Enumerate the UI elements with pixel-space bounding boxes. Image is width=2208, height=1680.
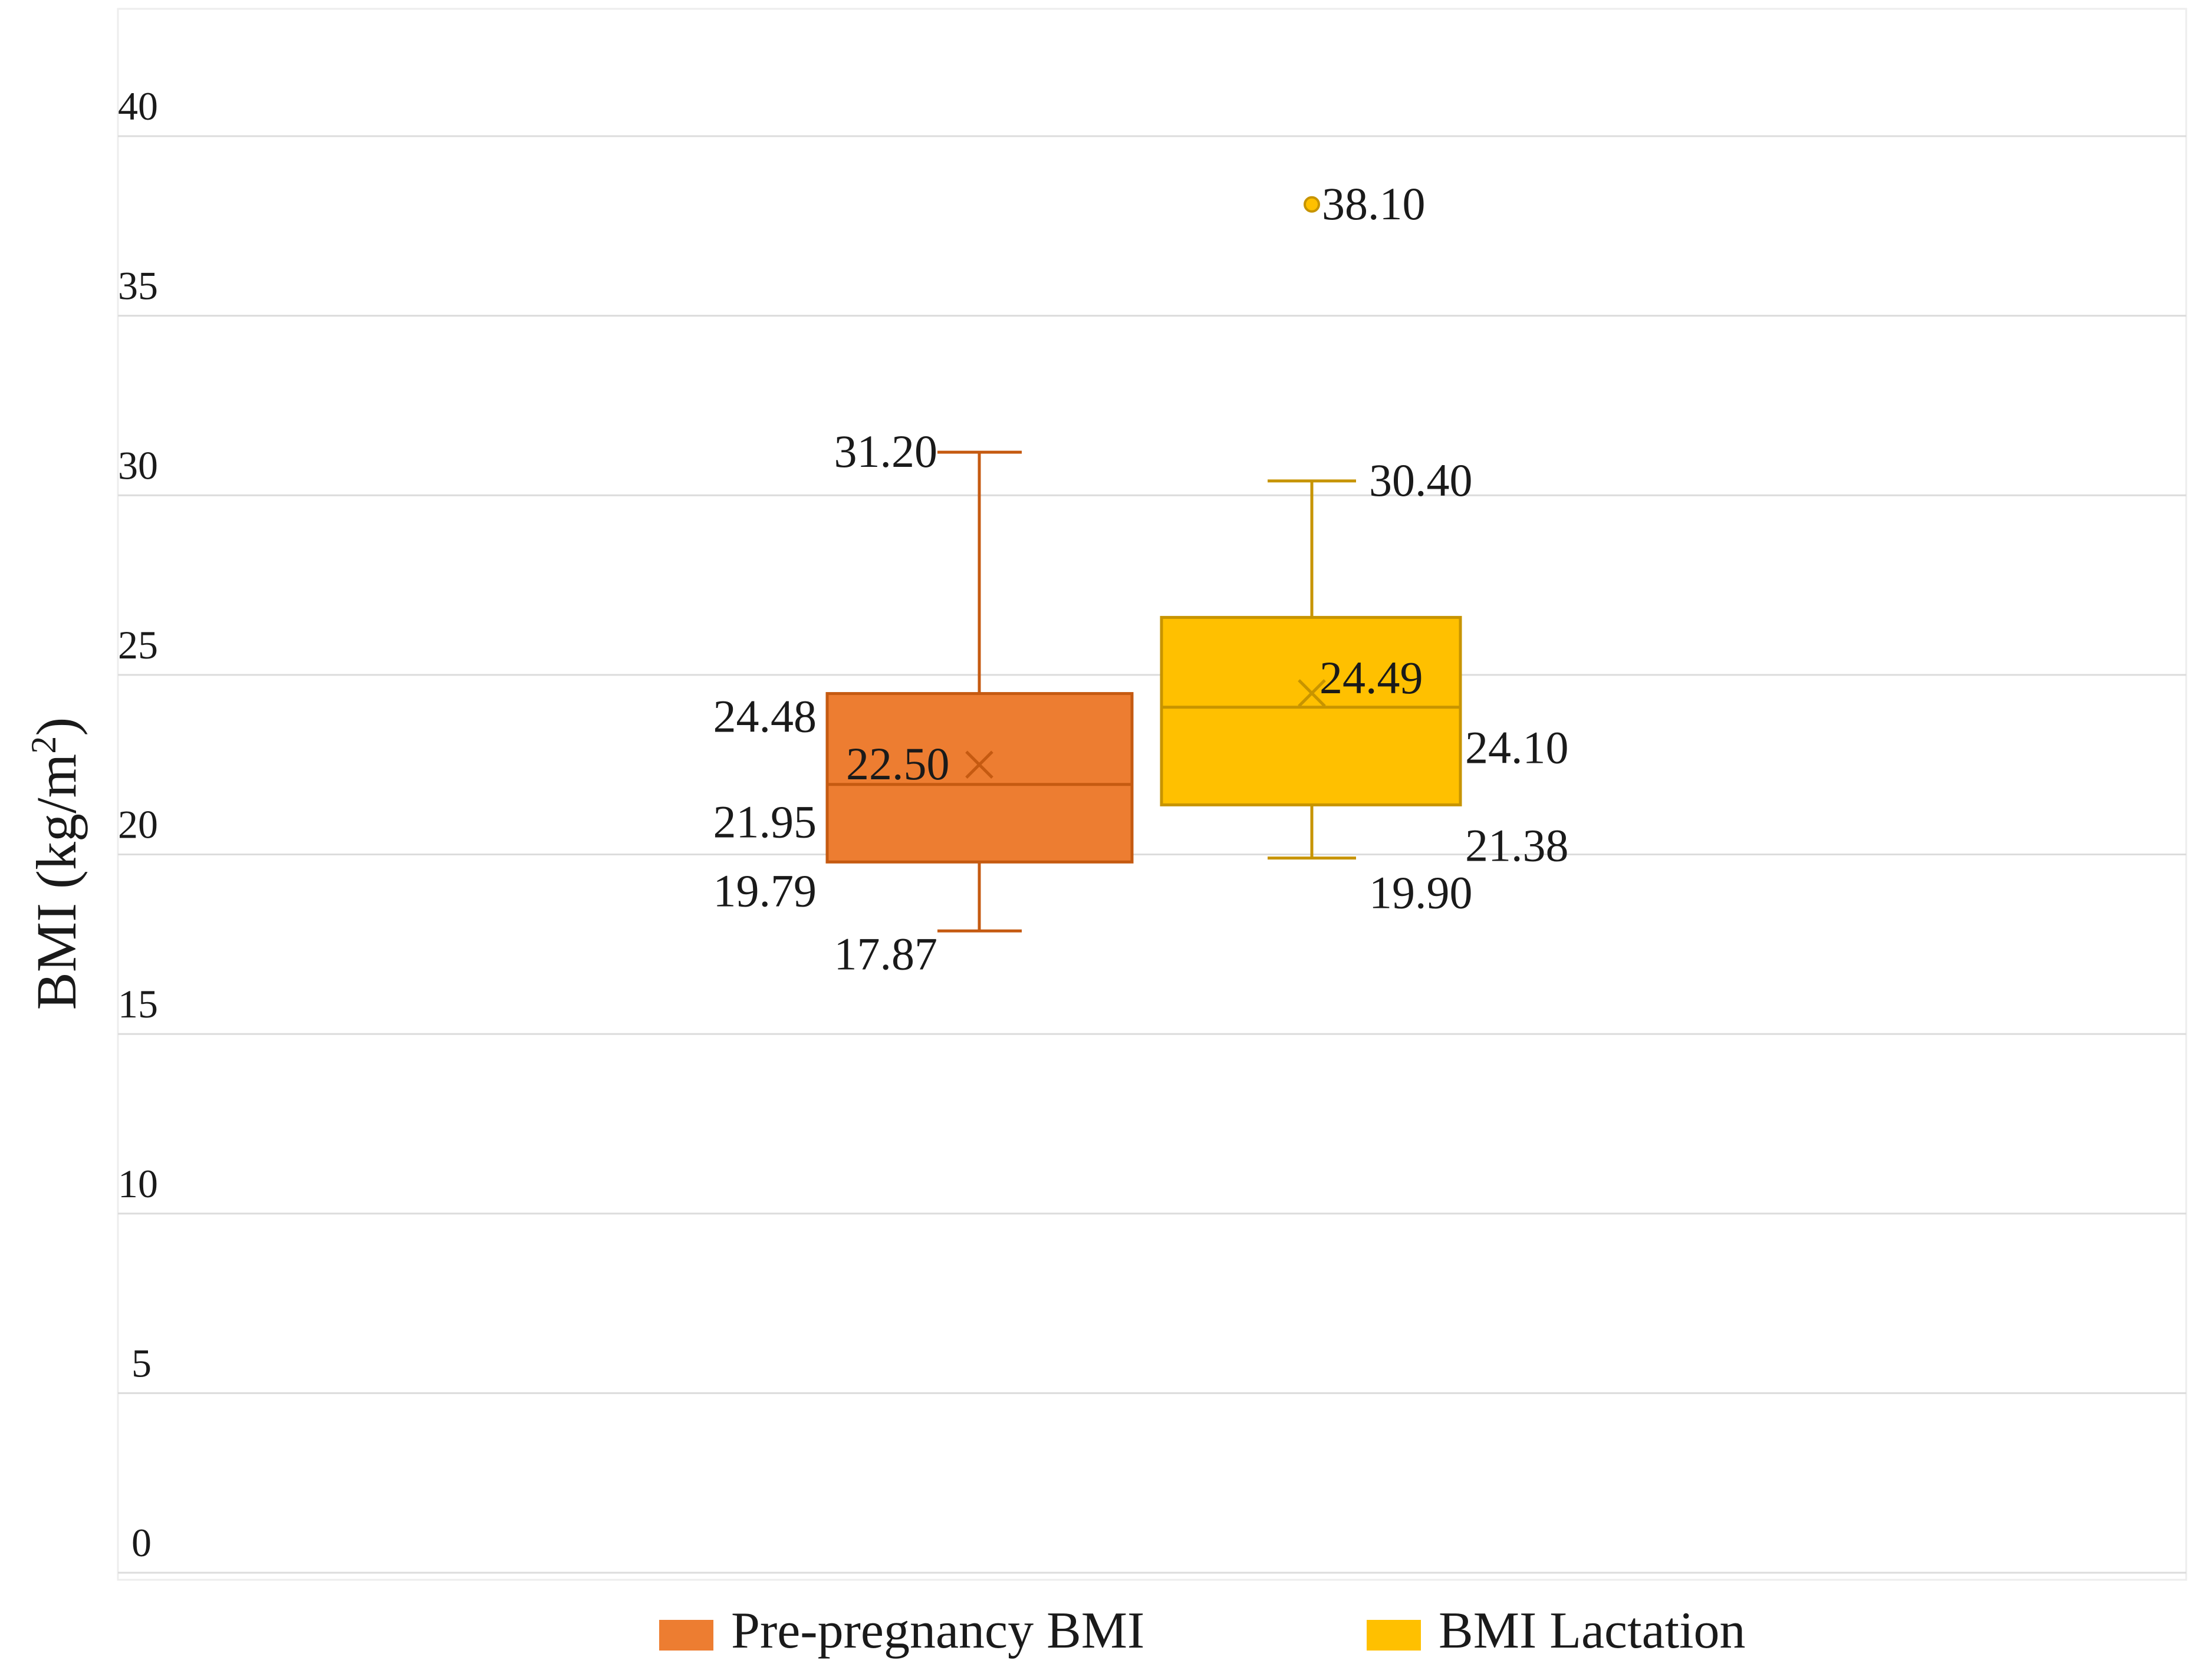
y-tick-label-10: 10 xyxy=(118,1161,158,1206)
y-axis-title-superscript: 2 xyxy=(24,736,63,754)
series-0-box xyxy=(825,692,1134,864)
gridlines xyxy=(117,8,2187,1581)
y-axis-title-text: BMI (kg/m xyxy=(25,754,88,1010)
series-0-label-q3: 24.48 xyxy=(713,691,817,742)
series-0-label-max: 31.20 xyxy=(834,426,938,477)
y-tick-label-30: 30 xyxy=(118,443,158,487)
y-tick-label-15: 15 xyxy=(118,981,158,1026)
legend-label-0: Pre-pregnancy BMI xyxy=(731,1602,1144,1659)
legend-swatch-1 xyxy=(1367,1620,1421,1651)
data-labels: 31.20 24.48 21.95 19.79 17.87 22.50 30.40 24.10… xyxy=(713,178,1569,980)
series-0-label-median: 21.95 xyxy=(713,796,817,848)
series-0-label-min: 17.87 xyxy=(834,928,938,979)
y-axis-title-close: ) xyxy=(25,717,88,736)
series-1-label-median: 24.10 xyxy=(1465,722,1569,773)
series-1-box xyxy=(1160,615,1462,806)
plot-area-border xyxy=(117,8,2187,1581)
series-1-outlier-0 xyxy=(1304,196,1320,213)
y-tick-label-35: 35 xyxy=(118,263,158,308)
y-axis-ticks: 0 5 10 15 20 25 30 35 40 xyxy=(118,84,158,1565)
series-1-label-max: 30.40 xyxy=(1369,454,1473,506)
series-1-mean-marker xyxy=(1298,679,1326,707)
series-1-label-q1: 21.38 xyxy=(1465,819,1569,871)
box-series xyxy=(825,196,1462,933)
y-tick-label-20: 20 xyxy=(118,802,158,847)
series-1-label-min: 19.90 xyxy=(1369,867,1473,918)
legend-label-1: BMI Lactation xyxy=(1439,1602,1746,1659)
y-tick-label-40: 40 xyxy=(118,84,158,129)
series-0-mean-marker xyxy=(965,750,993,779)
legend: Pre-pregnancy BMI BMI Lactation xyxy=(659,1602,1746,1659)
y-axis-title: BMI (kg/m2) xyxy=(24,717,88,1010)
series-0-label-mean: 22.50 xyxy=(846,738,950,789)
y-tick-label-0: 0 xyxy=(131,1520,152,1565)
series-1-label-outlier-0: 38.10 xyxy=(1322,178,1426,229)
y-tick-label-25: 25 xyxy=(118,622,158,667)
series-1-label-mean: 24.49 xyxy=(1319,652,1423,703)
y-tick-label-5: 5 xyxy=(131,1340,152,1385)
legend-swatch-0 xyxy=(659,1620,713,1651)
series-0-label-q1: 19.79 xyxy=(713,865,817,916)
